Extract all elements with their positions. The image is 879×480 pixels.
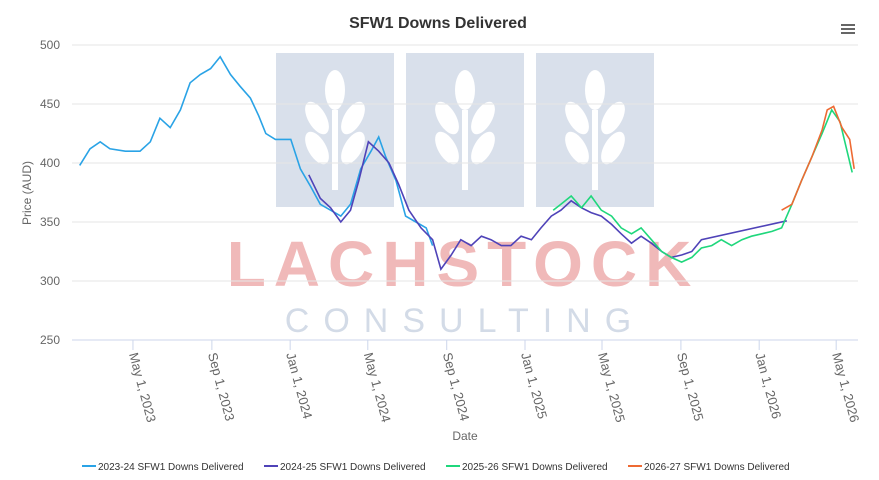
chart-title: SFW1 Downs Delivered <box>349 15 527 32</box>
x-tick-label: May 1, 2025 <box>595 351 628 424</box>
legend-label: 2024-25 SFW1 Downs Delivered <box>280 462 426 473</box>
series-line <box>308 140 787 272</box>
x-tick-label: Sep 1, 2025 <box>674 351 707 423</box>
menu-bar[interactable] <box>841 28 855 30</box>
watermark-text: CONSULTING <box>285 302 645 340</box>
y-tick-label: 500 <box>40 38 60 52</box>
x-tick-label: Jan 1, 2024 <box>283 351 315 421</box>
y-tick-label: 450 <box>40 97 60 111</box>
x-tick-label: May 1, 2026 <box>829 351 862 424</box>
legend-label: 2025-26 SFW1 Downs Delivered <box>462 462 608 473</box>
x-axis-label: Date <box>452 429 478 443</box>
x-tick-label: Jan 1, 2026 <box>752 351 784 421</box>
x-tick-label: Sep 1, 2024 <box>440 351 473 423</box>
watermark-icons <box>276 53 654 207</box>
legend-label: 2023-24 SFW1 Downs Delivered <box>98 462 244 473</box>
y-tick-label: 400 <box>40 156 60 170</box>
legend-label: 2026-27 SFW1 Downs Delivered <box>644 462 790 473</box>
x-tick-label: Jan 1, 2025 <box>518 351 550 421</box>
series-line <box>79 55 434 246</box>
menu-bar[interactable] <box>841 32 855 34</box>
wheat-shapes <box>305 70 625 190</box>
x-tick-label: Sep 1, 2023 <box>205 351 238 423</box>
watermark-text: LACHSTOCK <box>227 228 700 300</box>
x-tick-label: May 1, 2023 <box>126 351 159 424</box>
y-tick-label: 300 <box>40 274 60 288</box>
x-tick-label: May 1, 2024 <box>361 351 394 424</box>
menu-button[interactable] <box>841 24 855 34</box>
y-axis-label: Price (AUD) <box>20 161 34 225</box>
y-tick-label: 250 <box>40 333 60 347</box>
series-line <box>781 105 855 211</box>
menu-bar[interactable] <box>841 24 855 26</box>
y-tick-label: 350 <box>40 215 60 229</box>
